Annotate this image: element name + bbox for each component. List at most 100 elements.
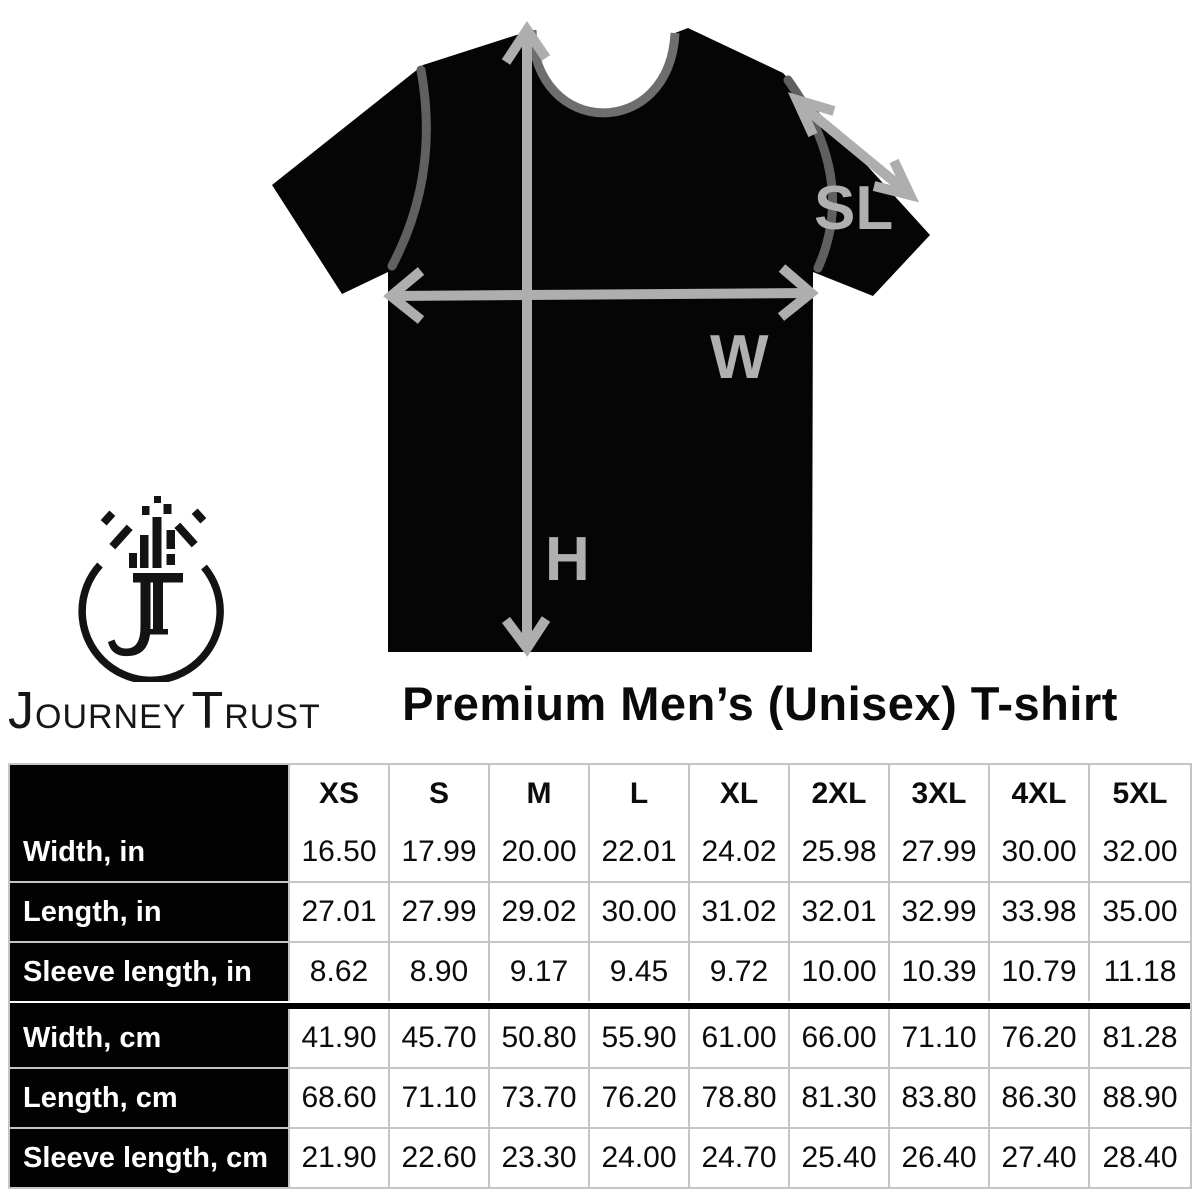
size-value: 86.30	[990, 1069, 1090, 1129]
size-value: 61.00	[690, 1009, 790, 1069]
col-header-2xl: 2XL	[790, 765, 890, 823]
size-value: 71.10	[390, 1069, 490, 1129]
brand-name-ourney: OURNEY	[35, 698, 187, 736]
size-row-length-cm: Length, cm 68.60 71.10 73.70 76.20 78.80 81.30…	[10, 1069, 1190, 1129]
size-value: 71.10	[890, 1009, 990, 1069]
size-value: 27.99	[890, 823, 990, 883]
monogram-j	[108, 582, 151, 657]
size-value: 73.70	[490, 1069, 590, 1129]
size-value: 25.98	[790, 823, 890, 883]
col-header-xl: XL	[690, 765, 790, 823]
width-label: W	[710, 323, 769, 392]
brand-logo-icon	[78, 496, 224, 682]
size-value: 10.00	[790, 943, 890, 1001]
size-value: 9.17	[490, 943, 590, 1001]
size-value: 81.30	[790, 1069, 890, 1129]
monogram-t-serif	[148, 629, 168, 635]
size-value: 68.60	[290, 1069, 390, 1129]
size-value: 41.90	[290, 1009, 390, 1069]
size-value: 66.00	[790, 1009, 890, 1069]
row-label: Width, cm	[10, 1009, 290, 1069]
size-value: 9.72	[690, 943, 790, 1001]
brand-name: JOURNEYTRUST	[8, 681, 320, 741]
size-value: 20.00	[490, 823, 590, 883]
size-value: 83.80	[890, 1069, 990, 1129]
size-value: 76.20	[990, 1009, 1090, 1069]
sleeve-arrow	[787, 92, 920, 203]
size-value: 27.01	[290, 883, 390, 943]
row-label: Length, cm	[10, 1069, 290, 1129]
size-value: 16.50	[290, 823, 390, 883]
size-value: 30.00	[990, 823, 1090, 883]
size-value: 50.80	[490, 1009, 590, 1069]
row-label: Sleeve length, cm	[10, 1129, 290, 1187]
size-value: 33.98	[990, 883, 1090, 943]
size-value: 28.40	[1090, 1129, 1190, 1187]
tshirt-silhouette	[272, 28, 930, 652]
size-value: 32.00	[1090, 823, 1190, 883]
row-label: Sleeve length, in	[10, 943, 290, 1001]
size-value: 35.00	[1090, 883, 1190, 943]
brand-name-rust: RUST	[224, 698, 321, 736]
col-header-5xl: 5XL	[1090, 765, 1190, 823]
size-value: 88.90	[1090, 1069, 1190, 1129]
size-value: 21.90	[290, 1129, 390, 1187]
size-value: 24.00	[590, 1129, 690, 1187]
neckband-seam	[527, 29, 680, 118]
size-value: 55.90	[590, 1009, 690, 1069]
size-value: 23.30	[490, 1129, 590, 1187]
size-value: 26.40	[890, 1129, 990, 1187]
size-value: 8.62	[290, 943, 390, 1001]
size-value: 27.99	[390, 883, 490, 943]
col-header-xs: XS	[290, 765, 390, 823]
size-value: 81.28	[1090, 1009, 1190, 1069]
size-value: 76.20	[590, 1069, 690, 1129]
size-value: 27.40	[990, 1129, 1090, 1187]
size-row-length-in: Length, in 27.01 27.99 29.02 30.00 31.02 32.01…	[10, 883, 1190, 943]
col-header-l: L	[590, 765, 690, 823]
height-arrow	[501, 20, 551, 657]
size-row-width-cm: Width, cm 41.90 45.70 50.80 55.90 61.00 66.00 7…	[10, 1009, 1190, 1069]
unit-divider-bar	[10, 1001, 1190, 1009]
size-value: 17.99	[390, 823, 490, 883]
size-value: 9.45	[590, 943, 690, 1001]
brand-name-j: J	[8, 682, 35, 740]
size-value: 29.02	[490, 883, 590, 943]
col-header-4xl: 4XL	[990, 765, 1090, 823]
size-row-width-in: Width, in 16.50 17.99 20.00 22.01 24.02 25.98 2…	[10, 823, 1190, 883]
size-value: 32.01	[790, 883, 890, 943]
size-value: 32.99	[890, 883, 990, 943]
size-value: 24.02	[690, 823, 790, 883]
size-value: 78.80	[690, 1069, 790, 1129]
row-label: Width, in	[10, 823, 290, 883]
size-value: 22.60	[390, 1129, 490, 1187]
left-armhole-seam	[387, 65, 431, 271]
brand-name-t: T	[191, 682, 225, 740]
size-row-sleeve-length-in: Sleeve length, in 8.62 8.90 9.17 9.45 9.72 10.…	[10, 943, 1190, 1001]
size-value: 10.39	[890, 943, 990, 1001]
sleeve-label: SL	[814, 174, 893, 243]
table-corner-cell	[10, 765, 290, 823]
monogram-crossbar	[133, 573, 183, 583]
monogram-t-stem	[153, 582, 163, 633]
size-value: 25.40	[790, 1129, 890, 1187]
size-chart-table: XS S M L XL 2XL 3XL 4XL 5XL Width, in 16.50 17.99 2…	[8, 763, 1192, 1189]
col-header-3xl: 3XL	[890, 765, 990, 823]
size-value: 30.00	[590, 883, 690, 943]
col-header-s: S	[390, 765, 490, 823]
product-title: Premium Men’s (Unisex) T-shirt	[402, 677, 1118, 730]
size-row-sleeve-length-cm: Sleeve length, cm 21.90 22.60 23.30 24.00 24.…	[10, 1129, 1190, 1187]
size-value: 22.01	[590, 823, 690, 883]
size-value: 11.18	[1090, 943, 1190, 1001]
row-label: Length, in	[10, 883, 290, 943]
size-value: 10.79	[990, 943, 1090, 1001]
tshirt-diagram: H W SL	[272, 20, 930, 657]
size-value: 8.90	[390, 943, 490, 1001]
unit-divider	[10, 1001, 1190, 1009]
height-label: H	[545, 525, 590, 594]
size-table-head-row: XS S M L XL 2XL 3XL 4XL 5XL	[10, 765, 1190, 823]
col-header-m: M	[490, 765, 590, 823]
size-value: 31.02	[690, 883, 790, 943]
size-value: 45.70	[390, 1009, 490, 1069]
